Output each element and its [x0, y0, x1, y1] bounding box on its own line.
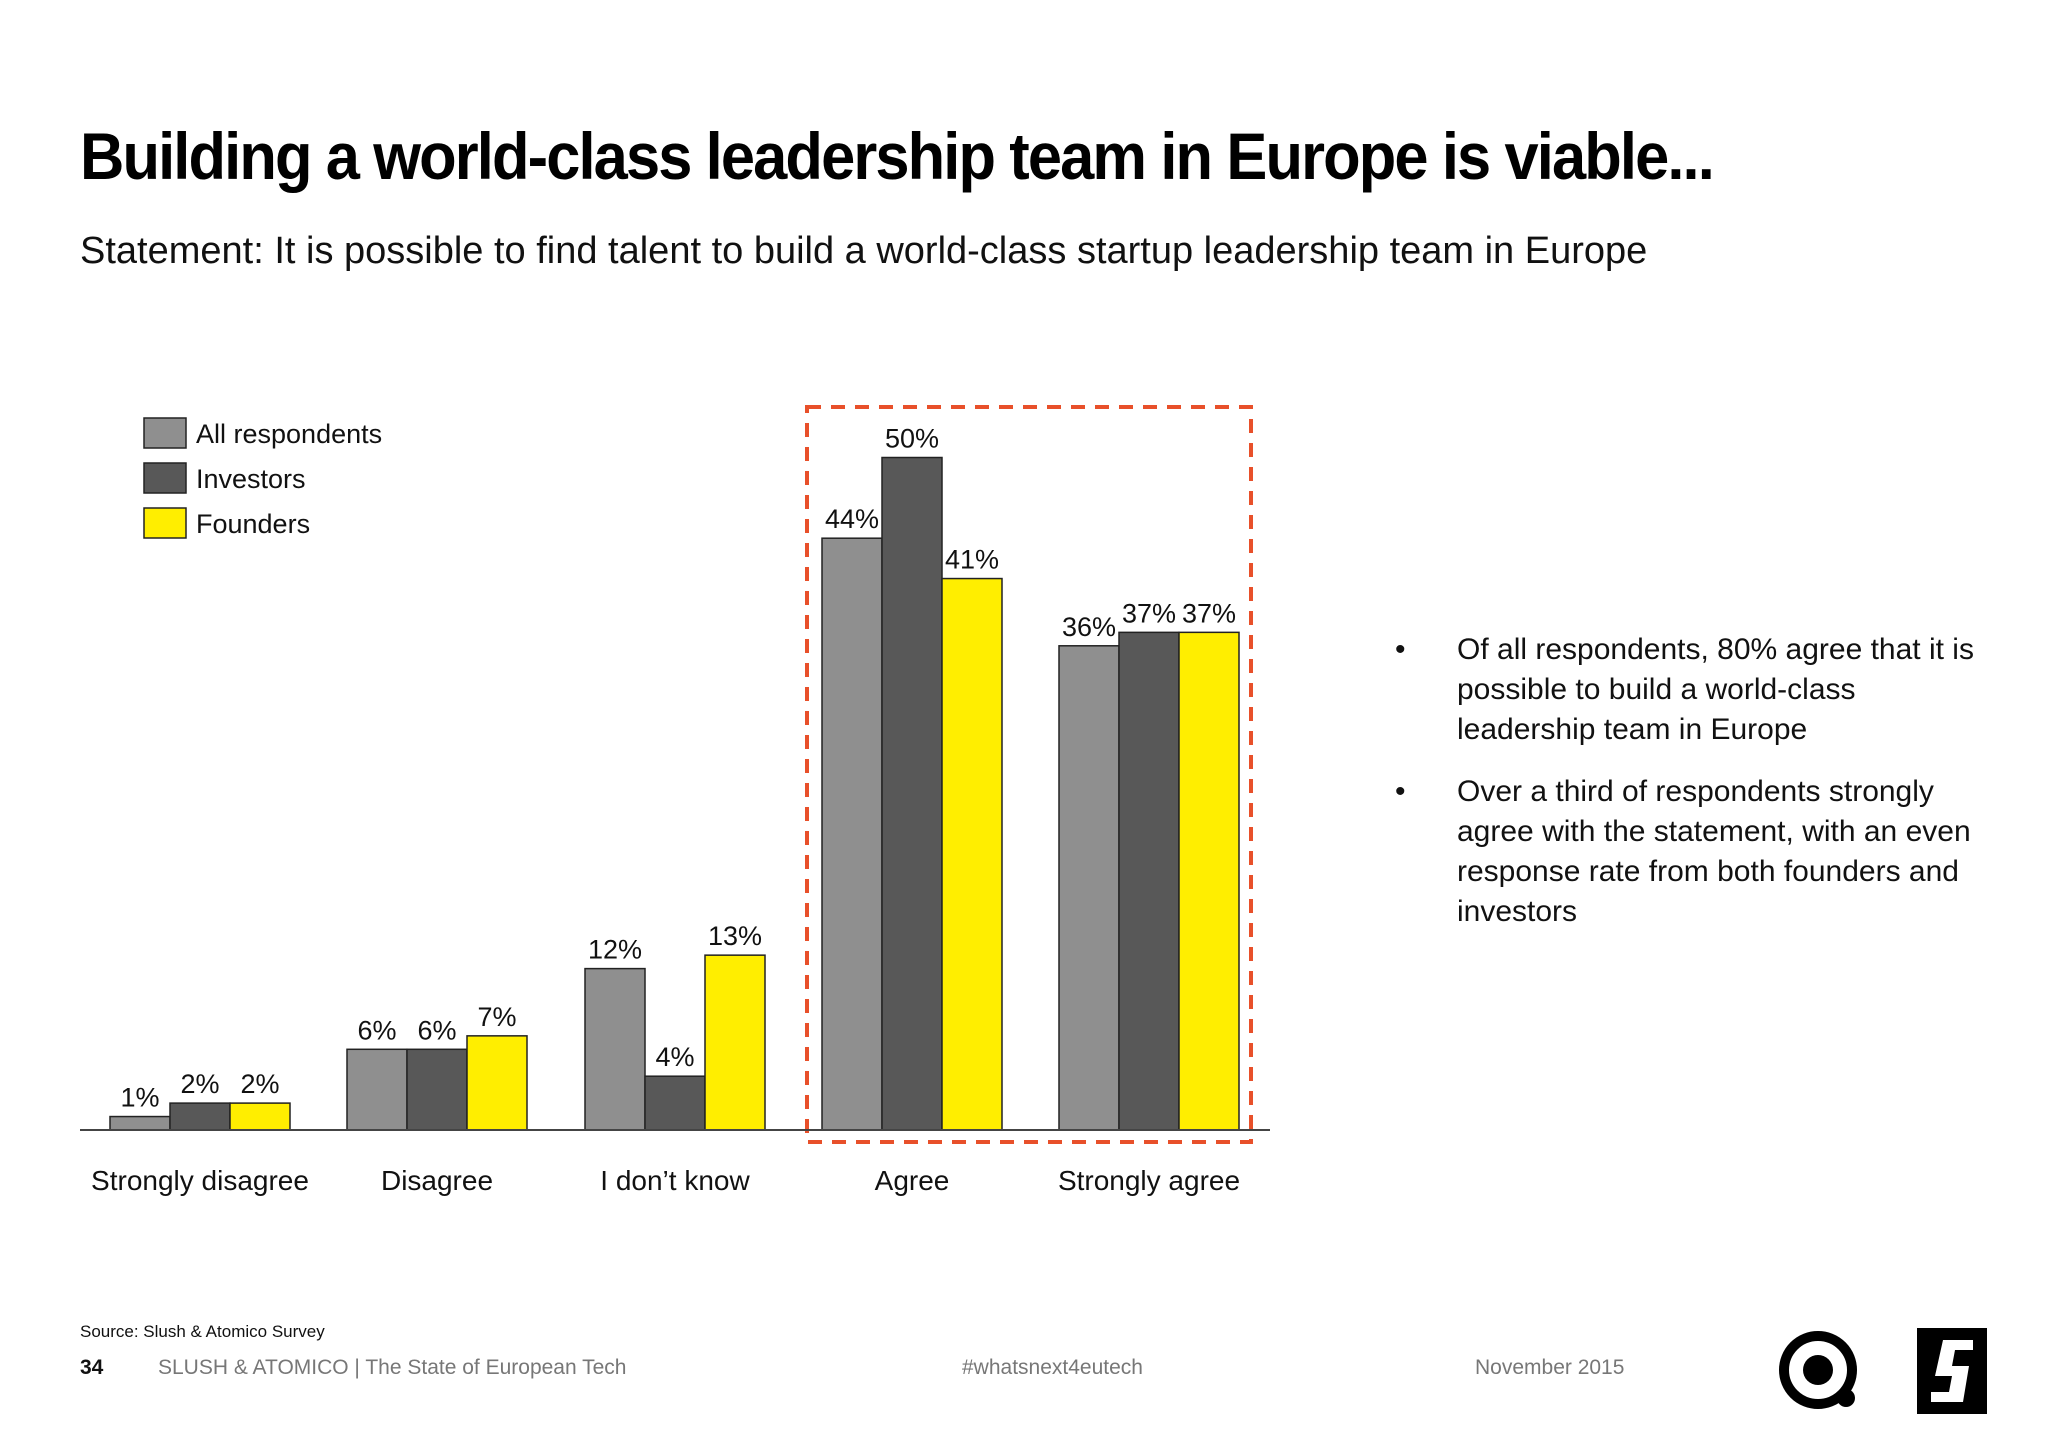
bar [704, 954, 766, 1131]
legend-swatch [143, 417, 187, 449]
bar-value-label: 13% [708, 921, 762, 951]
legend-swatch [143, 462, 187, 494]
bar-value-label: 2% [180, 1069, 219, 1099]
page-title: Building a world-class leadership team i… [80, 119, 1715, 193]
bar [109, 1115, 171, 1131]
highlight-box [805, 405, 1253, 1144]
bar-value-label: 7% [477, 1002, 516, 1032]
page-number: 34 [80, 1356, 104, 1379]
bar [169, 1102, 231, 1131]
atomico-logo-icon [1779, 1331, 1857, 1409]
category-label: Strongly disagree [91, 1165, 309, 1196]
footer-date: November 2015 [1475, 1356, 1625, 1379]
category-label: I don’t know [600, 1165, 750, 1196]
category-label: Agree [875, 1165, 950, 1196]
bar-value-label: 37% [1122, 598, 1176, 628]
bar [644, 1075, 706, 1131]
category-label: Disagree [381, 1165, 493, 1196]
bar [406, 1048, 468, 1131]
bar-value-label: 12% [588, 935, 642, 965]
bar-value-label: 37% [1182, 598, 1236, 628]
bar-value-label: 4% [655, 1042, 694, 1072]
bar-value-label: 36% [1062, 612, 1116, 642]
bar-value-label: 41% [945, 545, 999, 575]
bar-value-label: 44% [825, 504, 879, 534]
legend-label: Founders [196, 509, 310, 539]
slush-logo-icon [1917, 1328, 1987, 1414]
bar [821, 537, 883, 1131]
bar [1118, 631, 1180, 1131]
bar [1058, 645, 1120, 1131]
footer-org: SLUSH & ATOMICO | The State of European … [158, 1356, 627, 1379]
bar [584, 967, 646, 1131]
category-label: Strongly agree [1058, 1165, 1240, 1196]
legend-label: Investors [196, 464, 306, 494]
bar [881, 456, 943, 1131]
bar [229, 1102, 291, 1131]
footer-hashtag: #whatsnext4eutech [962, 1356, 1143, 1379]
bar-value-label: 6% [417, 1015, 456, 1045]
source-note: Source: Slush & Atomico Survey [80, 1322, 325, 1341]
finding-bullet: Of all respondents, 80% agree that it is… [1395, 630, 1995, 750]
legend-swatch [143, 507, 187, 539]
bar [466, 1035, 528, 1131]
bar-value-label: 2% [240, 1069, 279, 1099]
finding-bullet: Over a third of respondents strongly agr… [1395, 772, 1995, 932]
page-subtitle: Statement: It is possible to find talent… [80, 230, 1648, 272]
bar-value-label: 6% [357, 1015, 396, 1045]
bar [941, 577, 1003, 1131]
bar-value-label: 1% [120, 1083, 159, 1113]
bar [1178, 631, 1240, 1131]
bar [346, 1048, 408, 1131]
legend-label: All respondents [196, 419, 382, 449]
key-findings: Of all respondents, 80% agree that it is… [1395, 630, 1995, 954]
bar-value-label: 50% [885, 424, 939, 454]
